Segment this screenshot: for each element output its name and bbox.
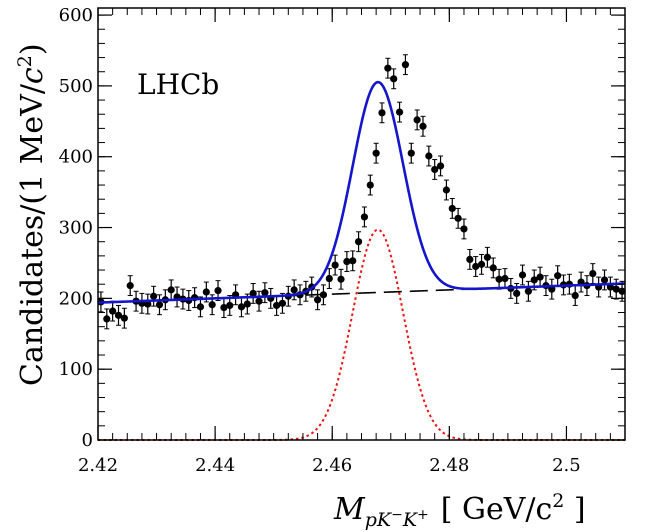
data-point [366, 181, 374, 189]
data-point [407, 149, 415, 157]
data-point [109, 307, 117, 315]
data-point [571, 291, 579, 300]
experiment-label: LHCb [137, 68, 219, 101]
data-point [378, 109, 386, 117]
x-tick-label: 2.44 [195, 455, 235, 476]
data-point [372, 149, 380, 157]
y-tick-label: 500 [59, 76, 93, 97]
data-point [103, 315, 111, 323]
data-point [354, 238, 363, 246]
data-point [126, 282, 134, 290]
data-point [419, 122, 427, 130]
data-point [442, 186, 451, 194]
y-tick-label: 200 [59, 288, 93, 309]
data-point [513, 289, 521, 298]
data-point [472, 262, 480, 271]
data-point [237, 303, 246, 311]
y-tick-label: 300 [59, 218, 93, 239]
axis-ticks: 2.42 2.44 2.46 2.48 2.5 0 100 200 300 400 500 600 [59, 5, 626, 476]
data-point [483, 253, 491, 261]
y-tick-label: 100 [59, 359, 93, 380]
data-point [144, 300, 152, 308]
data-point [554, 272, 562, 280]
data-point [337, 275, 345, 283]
data-point [343, 257, 351, 266]
data-point [390, 75, 398, 83]
data-point [360, 213, 369, 221]
data-point [489, 264, 497, 272]
data-point [395, 108, 404, 116]
data-point [618, 287, 626, 295]
data-point [114, 311, 123, 319]
data-point [196, 303, 205, 311]
x-axis-title: MpK−K+[ GeV/c2 ] [333, 490, 586, 531]
x-tick-label: 2.42 [78, 455, 118, 476]
data-point [202, 288, 210, 296]
data-point [454, 214, 462, 222]
fit-curves [97, 228, 626, 441]
y-tick-label: 0 [82, 430, 93, 451]
data-point [436, 162, 445, 170]
data-point [208, 301, 216, 309]
data-point [155, 301, 164, 309]
data-point [167, 286, 175, 294]
data-point [384, 64, 392, 72]
data-point [530, 276, 538, 284]
data-point [466, 255, 474, 264]
data-point [524, 287, 532, 295]
data-point [600, 276, 609, 284]
data-point [518, 271, 527, 279]
data-point [226, 301, 234, 310]
data-point [349, 257, 357, 265]
data-point [278, 299, 287, 307]
data-point [313, 296, 322, 304]
total-fit-curve [97, 80, 626, 304]
data-point [501, 274, 509, 283]
data-point [290, 286, 298, 294]
data-point [319, 291, 328, 299]
x-tick-label: 2.5 [552, 455, 581, 476]
data-point [495, 275, 503, 283]
data-point [261, 289, 269, 297]
y-tick-label: 400 [59, 147, 93, 168]
data-point [401, 61, 410, 69]
data-point [431, 165, 439, 174]
x-tick-label: 2.46 [312, 455, 352, 476]
data-point [325, 274, 333, 283]
data-point [249, 289, 257, 298]
data-point [272, 301, 281, 310]
data-point [214, 286, 222, 295]
data-point [150, 292, 158, 300]
data-point [536, 273, 544, 281]
data-point [243, 300, 251, 308]
y-axis-title: Candidates/(1 MeV/c2) [14, 43, 50, 386]
data-point [331, 261, 339, 269]
data-point [477, 260, 486, 268]
data-point [448, 204, 456, 213]
x-tick-label: 2.48 [429, 455, 469, 476]
y-tick-label: 600 [59, 5, 93, 26]
data-point [589, 269, 597, 278]
data-point [612, 285, 620, 293]
data-point [220, 303, 228, 312]
data-point [120, 314, 128, 322]
signal-fit-curve [98, 228, 625, 441]
data-point [255, 297, 263, 305]
data-point [413, 116, 421, 124]
data-point [425, 152, 433, 160]
data-point [460, 225, 468, 233]
